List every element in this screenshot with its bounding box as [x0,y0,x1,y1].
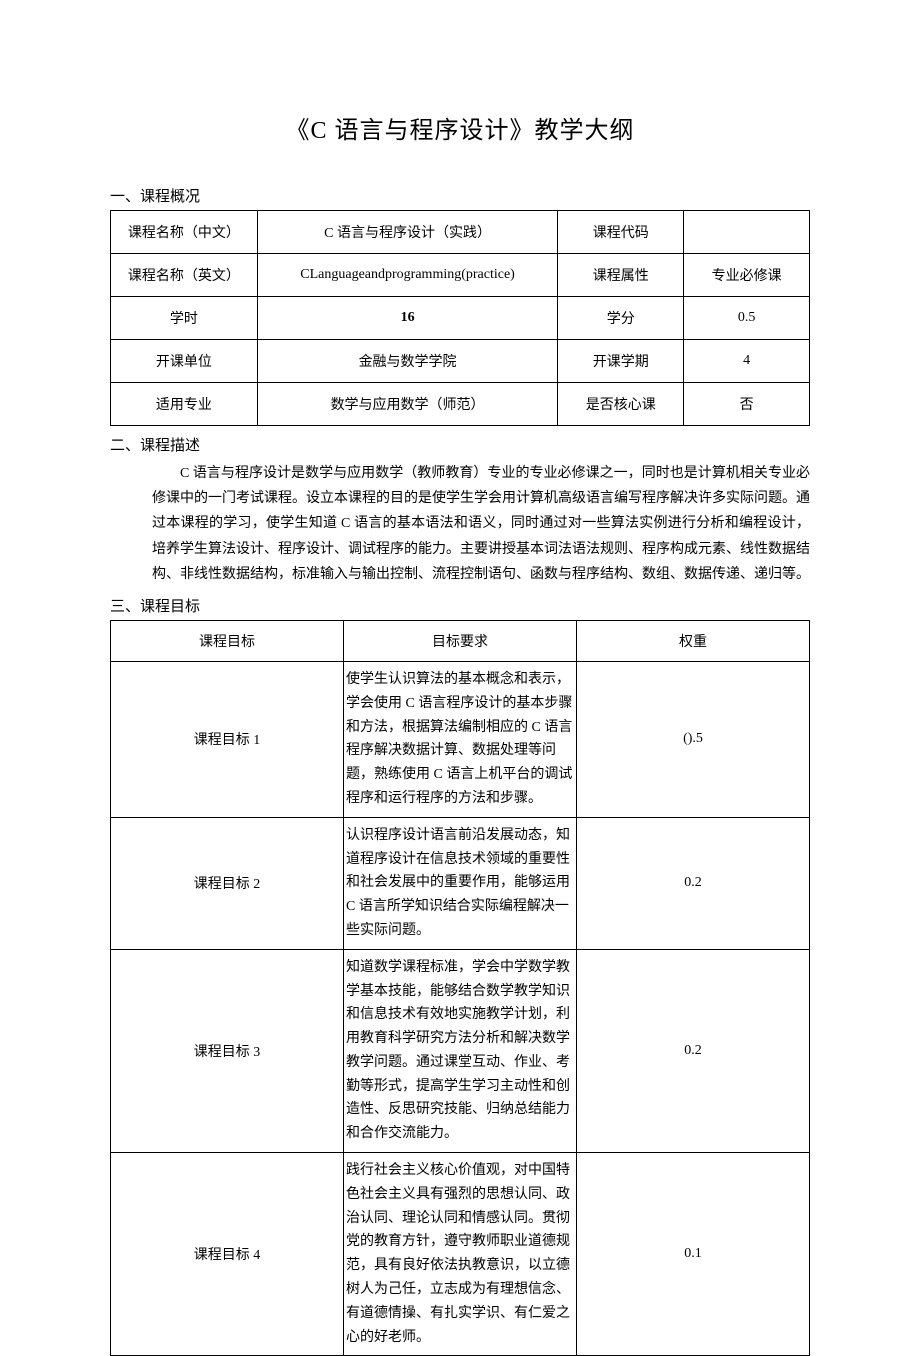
goal-requirement: 践行社会主义核心价值观，对中国特色社会主义具有强烈的思想认同、政治认同、理论认同… [344,1153,577,1356]
goal-name: 课程目标 3 [111,949,344,1152]
section-heading-overview: 一、课程概况 [110,185,810,206]
overview-key: 课程代码 [558,211,684,254]
overview-key: 课程属性 [558,254,684,297]
goal-requirement: 认识程序设计语言前沿发展动态，知道程序设计在信息技术领域的重要性和社会发展中的重… [344,817,577,949]
goal-requirement: 使学生认识算法的基本概念和表示，学会使用 C 语言程序设计的基本步骤和方法，根据… [344,661,577,817]
overview-val: 数学与应用数学（师范） [257,383,558,426]
goals-header-req: 目标要求 [344,620,577,661]
table-row: 开课单位 金融与数学学院 开课学期 4 [111,340,810,383]
goal-weight: 0.2 [577,949,810,1152]
overview-val: CLanguageandprogramming(practice) [257,254,558,297]
overview-table: 课程名称（中文） C 语言与程序设计（实践） 课程代码 课程名称（英文） CLa… [110,210,810,426]
table-row: 课程名称（英文） CLanguageandprogramming(practic… [111,254,810,297]
table-row: 课程目标 3 知道数学课程标准，学会中学数学教学基本技能，能够结合数学教学知识和… [111,949,810,1152]
overview-val: 金融与数学学院 [257,340,558,383]
goals-table: 课程目标 目标要求 权重 课程目标 1 使学生认识算法的基本概念和表示，学会使用… [110,620,810,1356]
overview-key: 学时 [111,297,258,340]
table-header-row: 课程目标 目标要求 权重 [111,620,810,661]
document-page: 《C 语言与程序设计》教学大纲 一、课程概况 课程名称（中文） C 语言与程序设… [0,0,920,1356]
overview-val: 16 [257,297,558,340]
table-row: 课程目标 2 认识程序设计语言前沿发展动态，知道程序设计在信息技术领域的重要性和… [111,817,810,949]
table-row: 学时 16 学分 0.5 [111,297,810,340]
overview-val: C 语言与程序设计（实践） [257,211,558,254]
overview-key: 课程名称（英文） [111,254,258,297]
goal-weight: 0.1 [577,1153,810,1356]
section-heading-goals: 三、课程目标 [110,595,810,616]
overview-key: 开课单位 [111,340,258,383]
document-title: 《C 语言与程序设计》教学大纲 [110,110,810,145]
goal-name: 课程目标 2 [111,817,344,949]
overview-val: 专业必修课 [684,254,810,297]
overview-val: 4 [684,340,810,383]
overview-key: 课程名称（中文） [111,211,258,254]
goal-name: 课程目标 1 [111,661,344,817]
course-description-text: C 语言与程序设计是数学与应用数学（教师教育）专业的专业必修课之一，同时也是计算… [152,461,810,587]
goal-name: 课程目标 4 [111,1153,344,1356]
goal-requirement: 知道数学课程标准，学会中学数学教学基本技能，能够结合数学教学知识和信息技术有效地… [344,949,577,1152]
table-row: 适用专业 数学与应用数学（师范） 是否核心课 否 [111,383,810,426]
table-row: 课程目标 1 使学生认识算法的基本概念和表示，学会使用 C 语言程序设计的基本步… [111,661,810,817]
overview-key: 适用专业 [111,383,258,426]
table-row: 课程名称（中文） C 语言与程序设计（实践） 课程代码 [111,211,810,254]
goal-weight: 0.2 [577,817,810,949]
table-row: 课程目标 4 践行社会主义核心价值观，对中国特色社会主义具有强烈的思想认同、政治… [111,1153,810,1356]
goal-weight: ().5 [577,661,810,817]
section-heading-description: 二、课程描述 [110,434,810,455]
overview-key: 学分 [558,297,684,340]
goals-header-weight: 权重 [577,620,810,661]
overview-val [684,211,810,254]
overview-val: 否 [684,383,810,426]
goals-header-name: 课程目标 [111,620,344,661]
overview-key: 开课学期 [558,340,684,383]
overview-key: 是否核心课 [558,383,684,426]
overview-val: 0.5 [684,297,810,340]
